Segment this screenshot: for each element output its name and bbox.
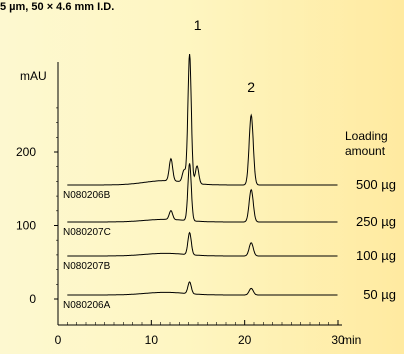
x-tick-label: 30 xyxy=(331,333,345,347)
trace-line xyxy=(67,231,338,257)
trace-line xyxy=(67,54,338,186)
x-tick-label: 10 xyxy=(145,333,159,347)
y-axis-label: mAU xyxy=(20,69,47,83)
sample-id-label: N080206A xyxy=(63,300,111,311)
legend-entry: 100 µg xyxy=(356,248,396,263)
y-tick-label: 0 xyxy=(29,292,36,306)
title-fragment: 5 µm, 50 × 4.6 mm I.D. xyxy=(0,1,114,13)
y-tick-label: 200 xyxy=(16,145,36,159)
legend-entry: 500 µg xyxy=(356,177,396,192)
legend-entry: 50 µg xyxy=(363,287,396,302)
y-tick-label: 100 xyxy=(16,219,36,233)
peak-label: 1 xyxy=(194,17,202,33)
trace-line xyxy=(67,281,338,296)
sample-id-label: N080207C xyxy=(63,227,111,238)
legend-entry: 250 µg xyxy=(356,214,396,229)
x-tick-label: 20 xyxy=(238,333,252,347)
legend-header-line1: Loading xyxy=(345,129,388,143)
peak-label: 2 xyxy=(247,79,255,95)
trace-line xyxy=(67,163,338,223)
sample-id-label: N080206B xyxy=(63,190,111,201)
sample-id-label: N080207B xyxy=(63,261,111,272)
legend-header-line2: amount xyxy=(345,144,386,158)
x-axis-label: min xyxy=(342,333,361,347)
x-tick-label: 0 xyxy=(55,333,62,347)
